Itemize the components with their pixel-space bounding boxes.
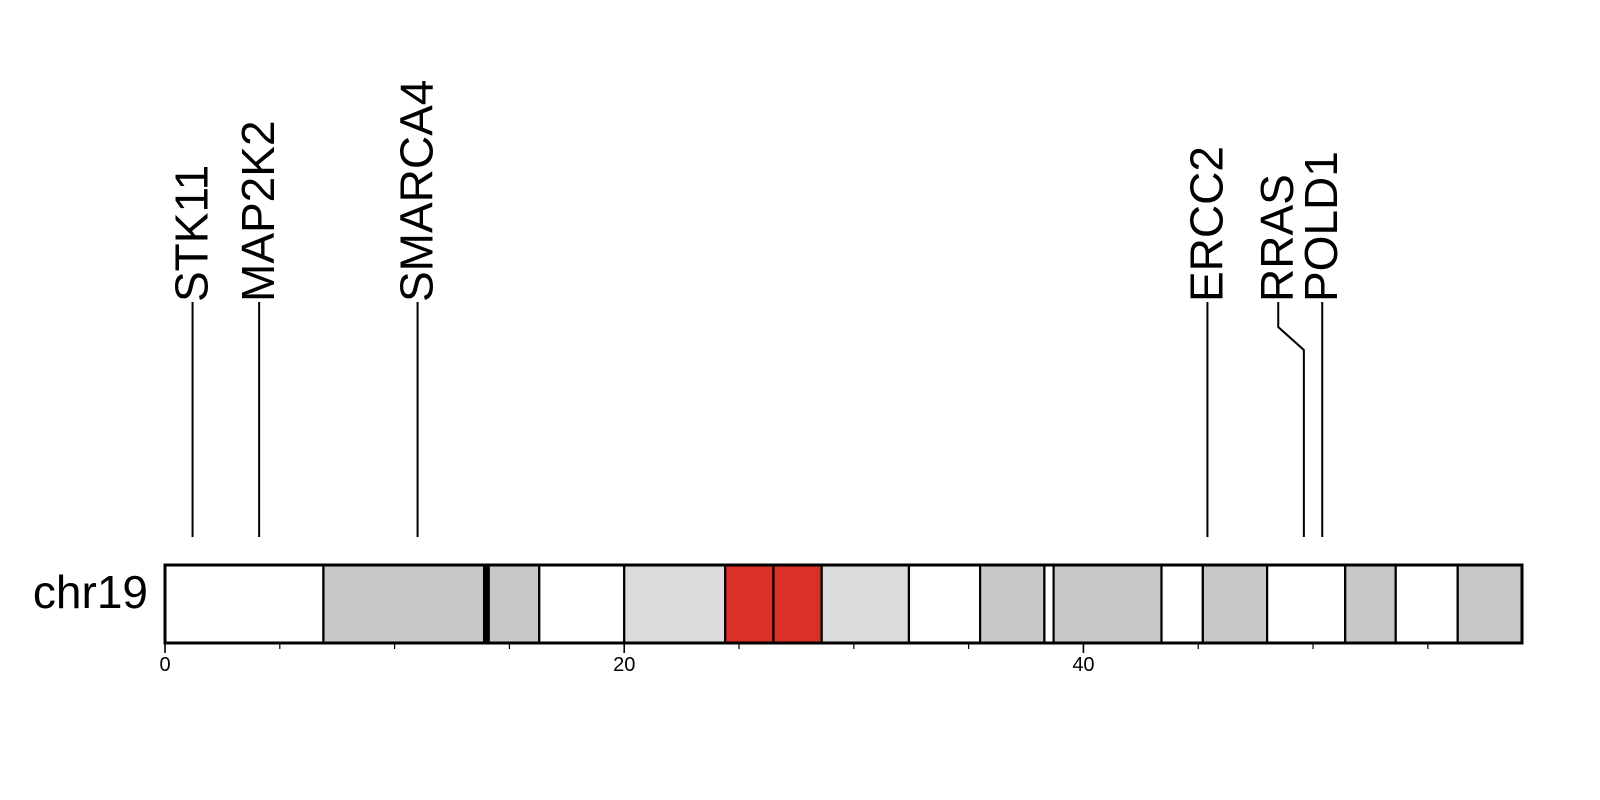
chromosome-band xyxy=(907,563,982,645)
chromosome-band xyxy=(538,563,626,645)
chromosome-band xyxy=(979,563,1046,645)
gene-connector-line xyxy=(1277,302,1305,537)
chromosome-band xyxy=(487,563,541,645)
chromosome-band xyxy=(623,563,727,645)
chromosome-outline xyxy=(163,563,1524,645)
chromosome-band xyxy=(163,563,325,645)
chromosome-band xyxy=(1266,563,1347,645)
chromosome-band xyxy=(1394,563,1459,645)
chromosome-band xyxy=(1052,563,1163,645)
chromosome-bands xyxy=(163,563,1524,645)
chromosome-band xyxy=(724,563,775,645)
axis-tick-label: 0 xyxy=(159,654,170,676)
gene-label: SMARCA4 xyxy=(391,80,443,302)
chromosome-label: chr19 xyxy=(33,566,148,618)
chromosome-band xyxy=(322,563,486,645)
gene-label: RRAS xyxy=(1251,174,1303,302)
chromosome-band xyxy=(1344,563,1397,645)
axis-tick-label: 20 xyxy=(613,654,635,676)
gene-label: ERCC2 xyxy=(1180,146,1232,302)
position-axis: 0 20 40 xyxy=(159,643,1429,676)
chromosome-band xyxy=(1160,563,1204,645)
chromosome-band xyxy=(820,563,911,645)
gene-label: STK11 xyxy=(166,165,218,302)
gene-label: POLD1 xyxy=(1295,151,1347,302)
chromosome-band xyxy=(1043,563,1055,645)
chromosome-band xyxy=(772,563,823,645)
chromosome-band xyxy=(1201,563,1269,645)
gene-label: MAP2K2 xyxy=(232,120,284,302)
chromosome-band xyxy=(1456,563,1524,645)
axis-tick-label: 40 xyxy=(1072,654,1094,676)
